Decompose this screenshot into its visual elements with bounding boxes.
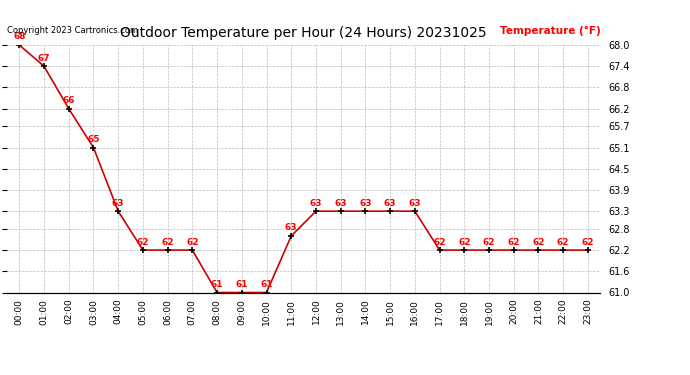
- Text: 62: 62: [532, 237, 544, 246]
- Text: 63: 63: [335, 199, 347, 208]
- Text: 67: 67: [38, 54, 50, 63]
- Text: 66: 66: [63, 96, 75, 105]
- Text: 63: 63: [112, 199, 124, 208]
- Text: Copyright 2023 Cartronics.com: Copyright 2023 Cartronics.com: [7, 26, 138, 35]
- Text: 62: 62: [458, 237, 471, 246]
- Text: 65: 65: [87, 135, 99, 144]
- Text: 61: 61: [235, 280, 248, 289]
- Text: 62: 62: [557, 237, 569, 246]
- Text: 63: 63: [285, 224, 297, 232]
- Text: 62: 62: [508, 237, 520, 246]
- Text: 62: 62: [433, 237, 446, 246]
- Text: 61: 61: [260, 280, 273, 289]
- Text: 63: 63: [359, 199, 372, 208]
- Text: Outdoor Temperature per Hour (24 Hours) 20231025: Outdoor Temperature per Hour (24 Hours) …: [120, 26, 487, 40]
- Text: 68: 68: [13, 33, 26, 42]
- Text: 62: 62: [161, 237, 174, 246]
- Text: 62: 62: [483, 237, 495, 246]
- Text: 63: 63: [408, 199, 421, 208]
- Text: 62: 62: [582, 237, 594, 246]
- Text: 61: 61: [211, 280, 224, 289]
- Text: 62: 62: [137, 237, 149, 246]
- Text: 62: 62: [186, 237, 199, 246]
- Text: 63: 63: [384, 199, 396, 208]
- Text: Temperature (°F): Temperature (°F): [500, 26, 600, 36]
- Text: 63: 63: [310, 199, 322, 208]
